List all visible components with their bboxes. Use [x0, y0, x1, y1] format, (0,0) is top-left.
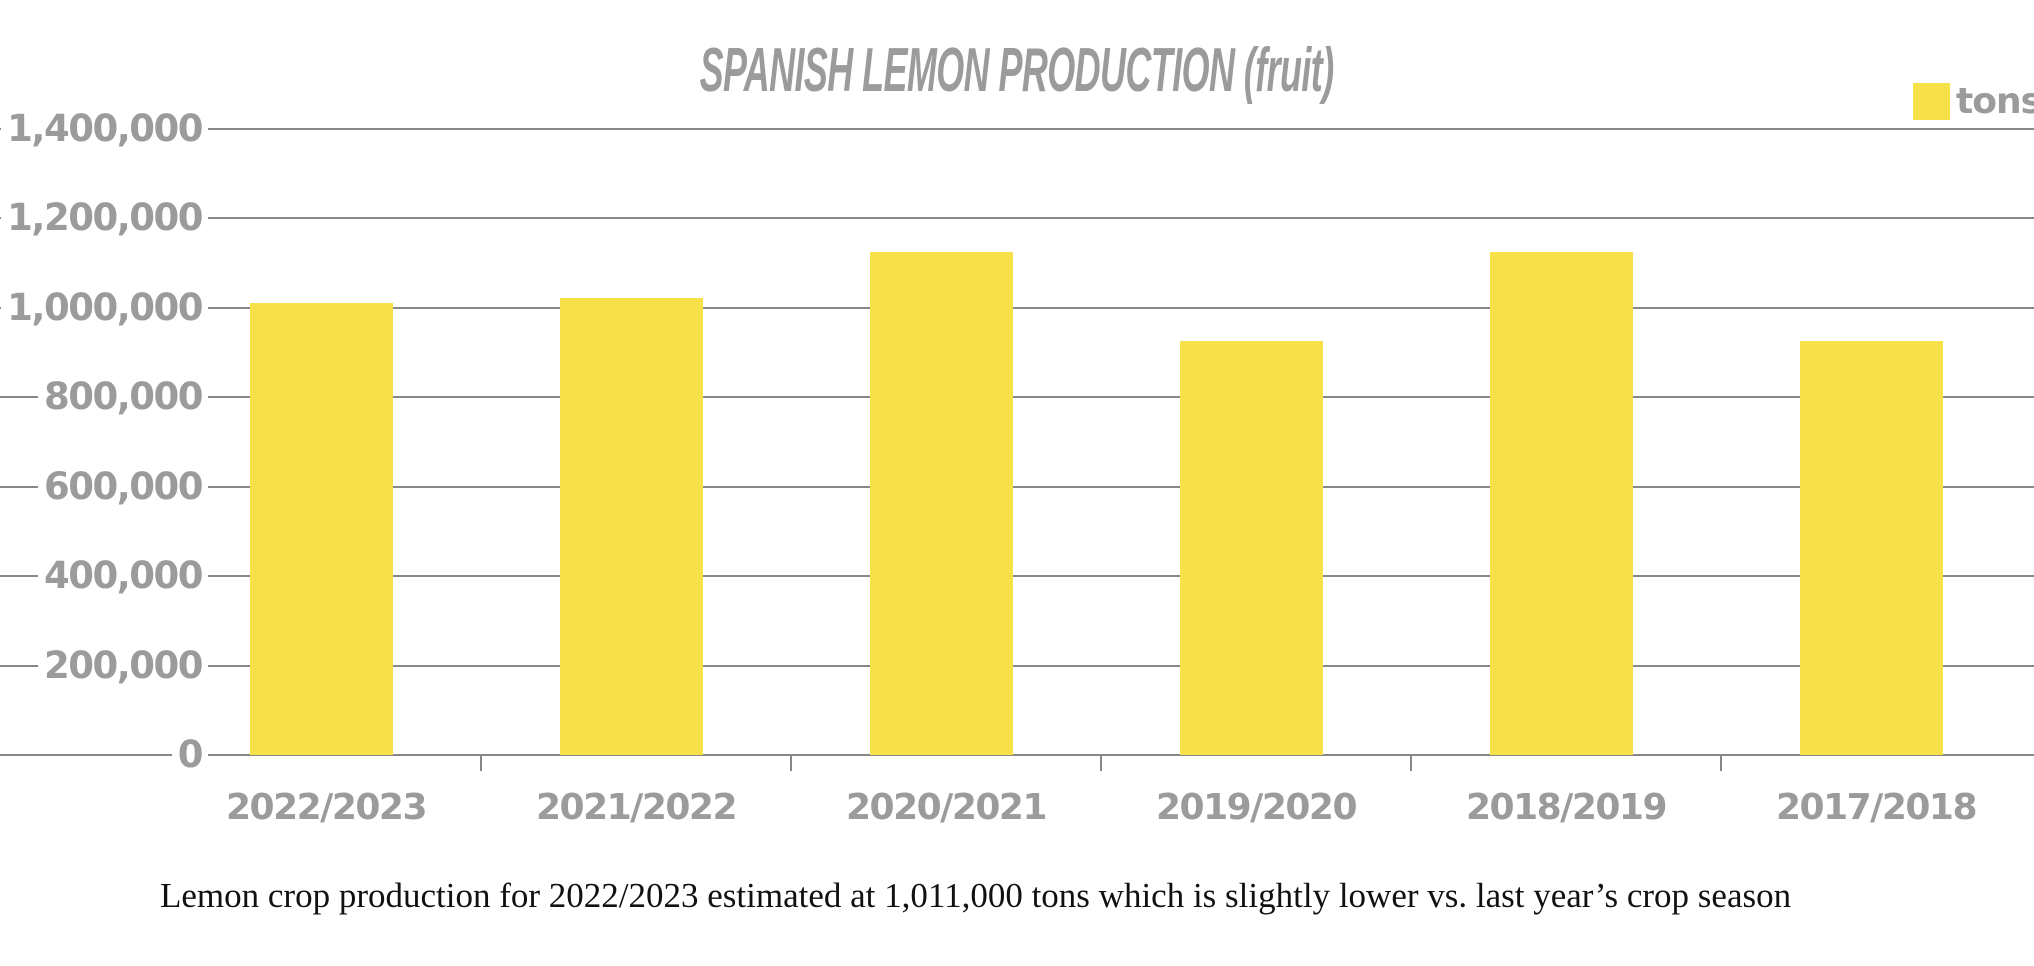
y-tick-label: 0	[171, 735, 208, 775]
x-tick-label: 2018/2019	[1465, 787, 1668, 828]
y-tick-label: 800,000	[37, 377, 208, 417]
x-tick-label: 2022/2023	[225, 787, 428, 828]
bar-2019-2020	[1180, 341, 1323, 755]
x-tick-label: 2020/2021	[845, 787, 1048, 828]
y-tick-label: 400,000	[37, 556, 208, 596]
bar-2017-2018	[1800, 341, 1943, 755]
bar-2020-2021	[870, 252, 1013, 755]
x-tick-mark	[790, 755, 792, 771]
bar-2021-2022	[560, 298, 703, 755]
gridline	[0, 575, 2034, 577]
gridline	[0, 217, 2034, 219]
chart-title: SPANISH LEMON PRODUCTION (fruit)	[0, 36, 2034, 106]
legend: tons	[1913, 83, 2034, 120]
bar-2022-2023	[250, 303, 393, 755]
chart-title-text: SPANISH LEMON PRODUCTION (fruit)	[699, 36, 1335, 105]
x-tick-label: 2019/2020	[1155, 787, 1358, 828]
bar-2018-2019	[1490, 252, 1633, 755]
gridline	[0, 128, 2034, 130]
legend-swatch	[1913, 83, 1950, 120]
legend-label: tons	[1956, 81, 2034, 122]
x-tick-mark	[480, 755, 482, 771]
gridline	[0, 665, 2034, 667]
y-tick-label: 200,000	[37, 646, 208, 686]
x-tick-mark	[1100, 755, 1102, 771]
y-tick-label: 600,000	[37, 467, 208, 507]
gridline	[0, 396, 2034, 398]
y-tick-label: 1,400,000	[1, 109, 208, 149]
gridline	[0, 754, 2034, 756]
chart-caption: Lemon crop production for 2022/2023 esti…	[160, 876, 1792, 915]
x-tick-mark	[1720, 755, 1722, 771]
x-tick-label: 2017/2018	[1775, 787, 1978, 828]
y-tick-label: 1,000,000	[1, 288, 208, 328]
y-tick-label: 1,200,000	[1, 198, 208, 238]
gridline	[0, 307, 2034, 309]
x-tick-label: 2021/2022	[535, 787, 738, 828]
x-tick-mark	[1410, 755, 1412, 771]
gridline	[0, 486, 2034, 488]
